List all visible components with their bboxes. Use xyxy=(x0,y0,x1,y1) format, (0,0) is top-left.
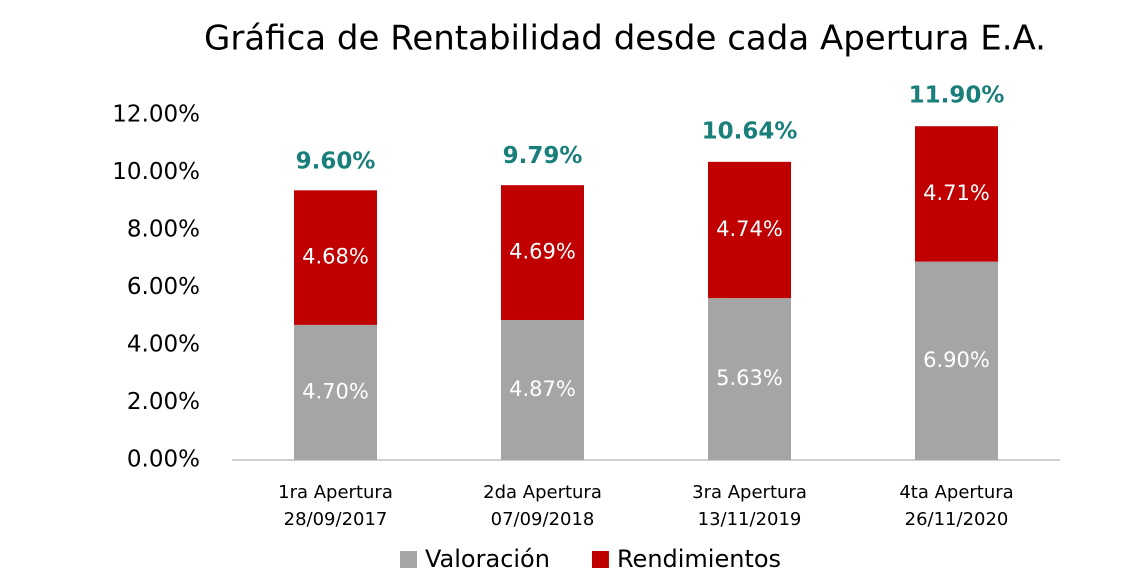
total-label: 9.79% xyxy=(503,143,583,169)
bar-segment xyxy=(294,190,377,325)
data-label: 5.63% xyxy=(716,366,783,390)
y-tick-label: 2.00% xyxy=(127,389,200,415)
x-tick-label: 3ra Apertura 13/11/2019 xyxy=(692,482,807,530)
x-tick-label-line: 26/11/2020 xyxy=(905,509,1009,530)
data-label: 6.90% xyxy=(923,348,990,372)
y-tick-label: 12.00% xyxy=(112,102,200,128)
x-tick-label: 4ta Apertura 26/11/2020 xyxy=(899,482,1013,530)
bar-segment xyxy=(501,185,584,320)
chart-title: Gráfica de Rentabilidad desde cada Apert… xyxy=(204,19,1046,59)
bar-segment xyxy=(915,126,998,262)
x-tick-label-line: 07/09/2018 xyxy=(491,509,595,530)
data-label: 4.68% xyxy=(302,245,369,269)
bar-segment xyxy=(294,324,377,460)
y-tick-label: 8.00% xyxy=(127,217,200,243)
y-tick-label: 4.00% xyxy=(127,332,200,358)
data-label: 4.87% xyxy=(509,377,576,401)
legend-swatch xyxy=(591,551,609,568)
y-tick-label: 10.00% xyxy=(112,159,200,185)
y-tick-label: 0.00% xyxy=(127,447,200,473)
legend-swatch xyxy=(400,551,417,568)
x-tick-label: 1ra Apertura 28/09/2017 xyxy=(278,482,393,530)
y-tick-label: 6.00% xyxy=(127,274,200,300)
data-label: 4.69% xyxy=(509,240,576,264)
data-label: 4.71% xyxy=(923,181,990,205)
total-label: 10.64% xyxy=(702,119,798,145)
x-tick-label-line: 4ta Apertura xyxy=(899,482,1013,503)
total-label: 9.60% xyxy=(296,149,376,175)
data-label: 4.74% xyxy=(716,217,783,241)
x-tick-label-line: 13/11/2019 xyxy=(698,509,802,530)
x-tick-label-line: 2da Apertura xyxy=(483,482,602,503)
x-tick-label-line: 1ra Apertura xyxy=(278,482,393,503)
legend-label: Valoración xyxy=(425,545,550,573)
bar-segment xyxy=(708,298,791,460)
bar-segment xyxy=(501,319,584,460)
data-label: 4.70% xyxy=(302,379,369,403)
x-tick-label: 2da Apertura 07/09/2018 xyxy=(483,482,602,530)
x-tick-label-line: 3ra Apertura xyxy=(692,482,807,503)
bar-segment xyxy=(708,161,791,299)
x-tick-label-line: 28/09/2017 xyxy=(284,509,388,530)
total-label: 11.90% xyxy=(909,82,1005,108)
bar-segment xyxy=(915,261,998,460)
legend-label: Rendimientos xyxy=(617,545,781,573)
